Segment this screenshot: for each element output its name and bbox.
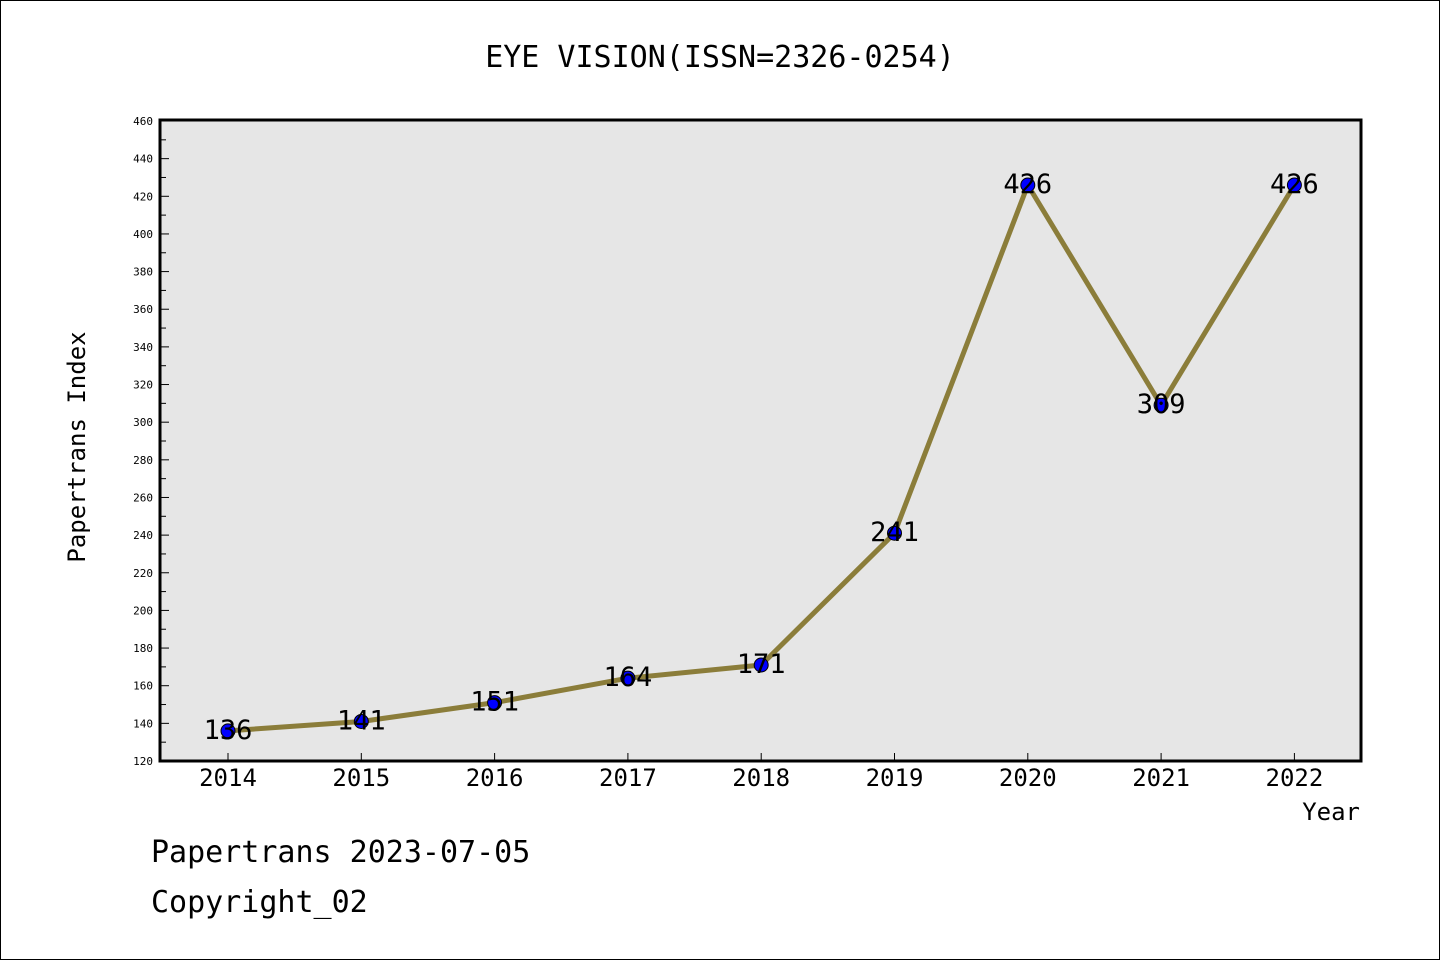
y-tick-label: 220 (133, 567, 153, 580)
data-point (353, 713, 369, 729)
y-tick-label: 380 (133, 266, 153, 279)
data-label: 241 (870, 517, 919, 548)
y-tick-label: 420 (133, 190, 153, 203)
y-tick-label: 240 (133, 529, 153, 542)
x-axis-ticks: 2014 2015 2016 2017 2018 2019 2020 2021 2022 (199, 753, 1323, 792)
y-tick-label: 460 (133, 115, 153, 128)
data-label: 426 (1003, 169, 1052, 200)
y-tick-label: 300 (133, 416, 153, 429)
y-tick-label: 340 (133, 341, 153, 354)
data-point (1286, 177, 1302, 193)
data-point (620, 670, 636, 686)
x-tick-label: 2016 (466, 764, 524, 792)
y-tick-label: 400 (133, 228, 153, 241)
data-label: 164 (604, 662, 653, 693)
plot-area (158, 118, 1363, 763)
y-tick-label: 360 (133, 303, 153, 316)
y-tick-label: 160 (133, 680, 153, 693)
y-tick-label: 120 (133, 755, 153, 768)
x-tick-label: 2018 (732, 764, 790, 792)
y-tick-label: 440 (133, 153, 153, 166)
footer-date: Papertrans 2023-07-05 (151, 835, 531, 870)
x-tick-label: 2022 (1266, 764, 1324, 792)
footer-copyright: Copyright_02 (151, 885, 368, 920)
data-label: 151 (470, 687, 519, 718)
x-tick-label: 2020 (999, 764, 1057, 792)
y-tick-label: 260 (133, 491, 153, 504)
x-tick-label: 2014 (199, 764, 257, 792)
data-label: 309 (1137, 389, 1186, 420)
data-label: 136 (204, 715, 253, 746)
y-tick-label: 280 (133, 454, 153, 467)
data-point (220, 723, 236, 739)
data-point (487, 695, 503, 711)
x-tick-label: 2017 (599, 764, 657, 792)
y-tick-label: 320 (133, 379, 153, 392)
data-labels: 136 141 151 164 171 241 426 309 426 (204, 169, 1319, 746)
x-tick-label: 2021 (1132, 764, 1190, 792)
y-tick-label: 180 (133, 642, 153, 655)
data-points (220, 177, 1302, 739)
data-label: 426 (1270, 169, 1319, 200)
data-point (1020, 177, 1036, 193)
data-point (753, 657, 769, 673)
data-label: 171 (737, 649, 786, 680)
y-axis-label: Papertrans Index (63, 331, 91, 562)
data-label: 141 (337, 705, 386, 736)
data-point (1153, 397, 1169, 413)
y-axis-ticks: 120 140 160 180 200 220 240 260 280 300 320 340 360 3… (133, 115, 169, 768)
chart-title: EYE VISION(ISSN=2326-0254) (485, 40, 955, 75)
y-tick-label: 140 (133, 717, 153, 730)
data-point (887, 525, 902, 541)
x-tick-label: 2015 (332, 764, 390, 792)
y-tick-label: 200 (133, 604, 153, 617)
x-axis-label: Year (1302, 798, 1360, 826)
x-tick-label: 2019 (866, 764, 924, 792)
